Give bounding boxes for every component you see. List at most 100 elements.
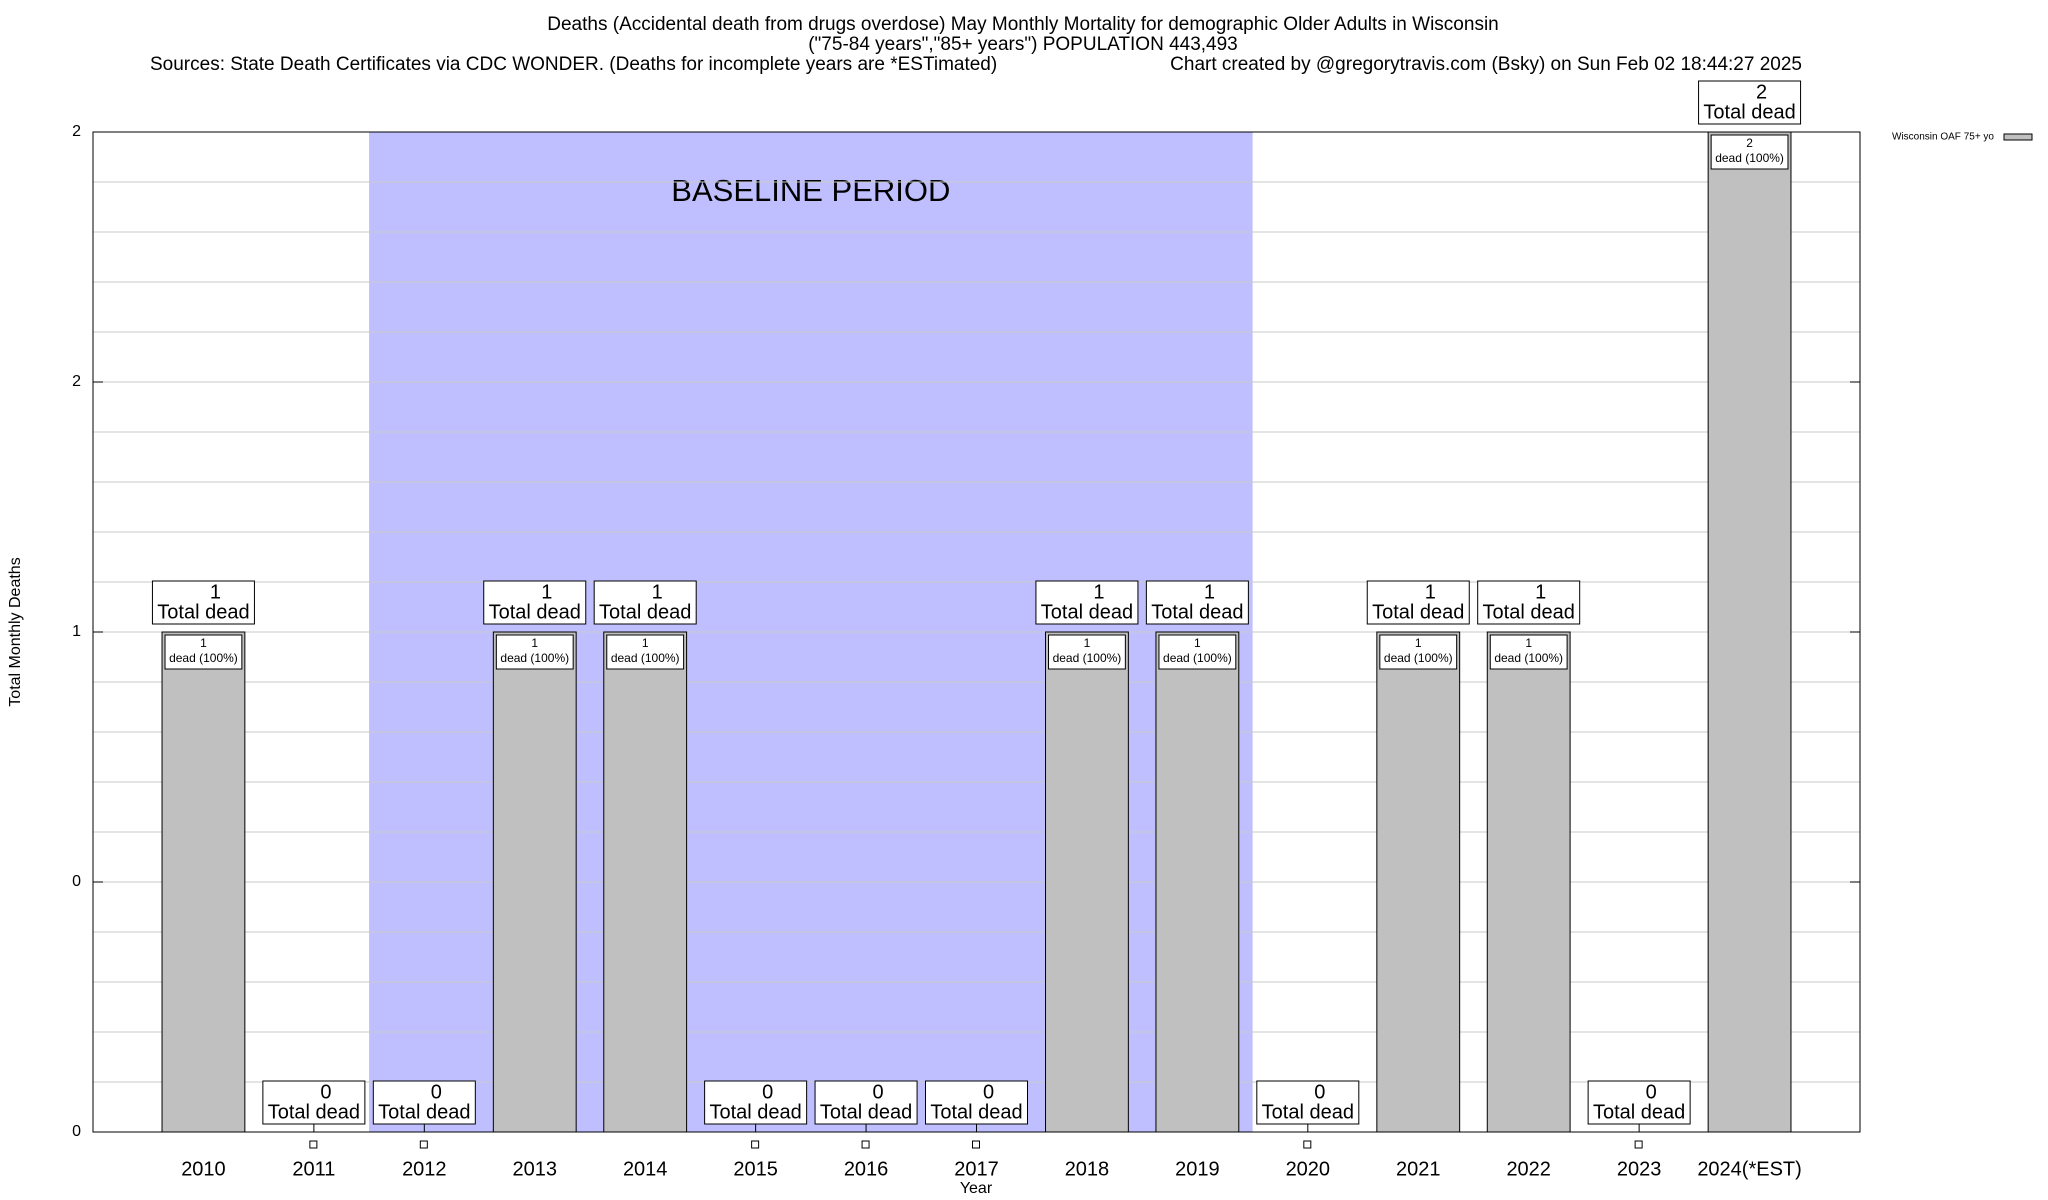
total-label-box [1477, 580, 1581, 625]
bar [492, 631, 577, 1133]
total-value: 1 [541, 581, 552, 603]
inner-label-box [1379, 634, 1458, 670]
inner-label: dead (100%) [500, 651, 569, 665]
x-axis-label: Year [960, 1180, 993, 1197]
total-label-box [1256, 1080, 1360, 1125]
inner-label: dead (100%) [1053, 651, 1122, 665]
total-value: 2 [1756, 81, 1767, 103]
credit: Chart created by @gregorytravis.com (Bsk… [1170, 54, 1802, 75]
inner-label-box [1710, 134, 1789, 170]
x-tick-label: 2011 [292, 1158, 335, 1180]
x-tick-label: 2018 [1065, 1158, 1110, 1180]
inner-value: 1 [1194, 636, 1201, 650]
total-label: Total dead [1041, 601, 1133, 623]
bar [161, 631, 246, 1133]
zero-marker [751, 1140, 760, 1149]
total-label-box [1366, 580, 1470, 625]
total-label: Total dead [820, 1101, 912, 1123]
inner-label: dead (100%) [1715, 151, 1784, 165]
inner-value: 1 [1415, 636, 1422, 650]
total-label: Total dead [930, 1101, 1022, 1123]
total-value: 1 [652, 581, 663, 603]
total-label-box [704, 1080, 808, 1125]
inner-label: dead (100%) [1163, 651, 1232, 665]
total-label-box [814, 1080, 918, 1125]
x-tick-label: 2013 [513, 1158, 558, 1180]
total-label-box [925, 1080, 1028, 1125]
total-label: Total dead [709, 1101, 801, 1123]
bar [1155, 631, 1240, 1133]
x-tick-label: 2024(*EST) [1697, 1158, 1802, 1180]
total-label-box [1035, 580, 1139, 625]
total-value: 0 [1646, 1081, 1657, 1103]
total-label: Total dead [599, 601, 691, 623]
total-label: Total dead [1262, 1101, 1354, 1123]
total-label-box [1698, 80, 1802, 125]
legend-swatch [2003, 133, 2033, 141]
total-label: Total dead [1372, 601, 1464, 623]
inner-value: 1 [1084, 636, 1091, 650]
total-label-box [151, 580, 255, 625]
x-tick-label: 2012 [402, 1158, 447, 1180]
inner-label: dead (100%) [1384, 651, 1453, 665]
total-label: Total dead [1151, 601, 1243, 623]
total-label: Total dead [1483, 601, 1575, 623]
total-label-box [262, 1080, 366, 1125]
x-tick-label: 2020 [1286, 1158, 1331, 1180]
x-tick-label: 2019 [1175, 1158, 1220, 1180]
bar [1486, 631, 1571, 1133]
total-label-box [1145, 580, 1249, 625]
total-value: 0 [1314, 1081, 1325, 1103]
total-value: 0 [431, 1081, 442, 1103]
total-label-box [372, 1080, 476, 1125]
chart-title: Deaths (Accidental death from drugs over… [547, 14, 1498, 35]
total-label: Total dead [268, 1101, 360, 1123]
x-tick-label: 2015 [733, 1158, 778, 1180]
total-value: 1 [1425, 581, 1436, 603]
y-tick-label: 2 [72, 373, 81, 390]
total-value: 0 [873, 1081, 884, 1103]
inner-label: dead (100%) [1494, 651, 1563, 665]
total-value: 1 [1093, 581, 1104, 603]
zero-marker [419, 1140, 428, 1149]
inner-label-box [1158, 634, 1237, 670]
total-value: 0 [983, 1081, 994, 1103]
x-tick-label: 2014 [623, 1158, 668, 1180]
inner-label-box [164, 634, 243, 670]
inner-label-box [495, 634, 574, 670]
zero-marker [1634, 1140, 1643, 1149]
zero-marker [309, 1140, 318, 1149]
bar [1045, 631, 1129, 1133]
y-tick-label: 0 [72, 1123, 81, 1140]
inner-label-box [1489, 634, 1568, 670]
total-value: 1 [210, 581, 221, 603]
inner-label: dead (100%) [169, 651, 238, 665]
total-label: Total dead [489, 601, 581, 623]
baseline-label: BASELINE PERIOD [671, 173, 950, 208]
inner-value: 1 [642, 636, 649, 650]
y-tick-label: 0 [72, 873, 81, 890]
x-tick-label: 2010 [181, 1158, 226, 1180]
inner-label-box [606, 634, 685, 670]
x-tick-label: 2022 [1506, 1158, 1551, 1180]
total-label: Total dead [378, 1101, 470, 1123]
total-value: 0 [762, 1081, 773, 1103]
y-tick-label: 2 [72, 123, 81, 140]
x-tick-label: 2021 [1396, 1158, 1441, 1180]
inner-value: 1 [1525, 636, 1532, 650]
x-tick-label: 2017 [954, 1158, 999, 1180]
inner-value: 1 [200, 636, 207, 650]
total-label-box [593, 580, 697, 625]
total-label-box [1587, 1080, 1691, 1125]
zero-marker [972, 1140, 980, 1149]
inner-value: 1 [531, 636, 538, 650]
bar [1707, 131, 1792, 1133]
total-value: 1 [1204, 581, 1215, 603]
bar [1376, 631, 1461, 1133]
total-label: Total dead [1703, 101, 1795, 123]
x-tick-label: 2016 [844, 1158, 889, 1180]
zero-marker [1303, 1140, 1312, 1149]
total-label-box [483, 580, 587, 625]
